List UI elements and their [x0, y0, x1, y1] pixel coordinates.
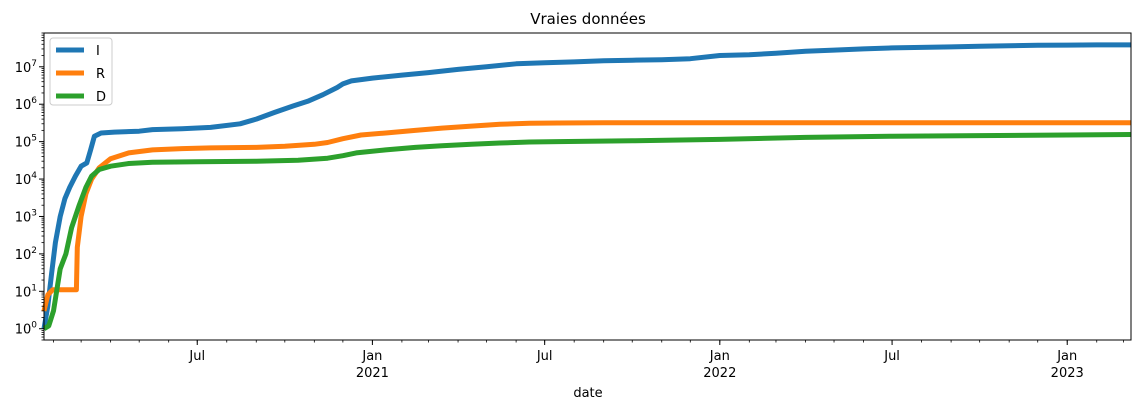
x-axis: Jul Jan 2021 Jul Jan 2022 Jul Jan 2023	[53, 340, 1124, 381]
x-tick-label: Jan	[361, 349, 382, 364]
y-tick-label: 105	[15, 134, 37, 151]
y-tick-label: 103	[15, 208, 37, 225]
x-tick-label: Jul	[883, 349, 900, 364]
legend: IRD	[49, 37, 113, 106]
y-tick-label-base: 10	[15, 285, 32, 300]
y-tick-label-exponent: 2	[31, 246, 37, 256]
legend-label-i: I	[96, 44, 100, 59]
series-line-d	[42, 132, 1132, 331]
x-tick-year-label: 2023	[1051, 366, 1084, 381]
y-tick-label-base: 10	[15, 173, 32, 188]
plot-lines	[41, 42, 1132, 331]
y-tick-label-base: 10	[15, 323, 32, 338]
y-tick-label-base: 10	[15, 248, 32, 263]
x-tick-year-label: 2022	[703, 366, 736, 381]
y-tick-label-exponent: 3	[31, 208, 37, 218]
x-axis-label: date	[573, 386, 602, 401]
plot-frame	[43, 32, 1132, 341]
y-tick-label-exponent: 1	[31, 283, 37, 293]
y-tick-label-exponent: 0	[31, 321, 37, 331]
y-tick-label-exponent: 6	[31, 96, 37, 106]
legend-label-d: D	[96, 90, 106, 105]
x-tick-label: Jul	[536, 349, 553, 364]
x-tick-label: Jul	[188, 349, 205, 364]
x-tick-label: Jan	[1056, 349, 1077, 364]
chart-title: Vraies données	[530, 10, 646, 28]
legend-label-r: R	[96, 67, 105, 82]
x-tick-label: Jan	[709, 349, 730, 364]
y-tick-label: 102	[15, 246, 37, 263]
y-tick-label-base: 10	[15, 98, 32, 113]
y-tick-label-base: 10	[15, 136, 32, 151]
y-tick-label-base: 10	[15, 210, 32, 225]
y-tick-label-exponent: 7	[31, 59, 37, 69]
series-line-i	[41, 42, 1131, 330]
series-line-r	[41, 120, 1131, 312]
y-tick-label: 104	[15, 171, 38, 188]
y-tick-label: 106	[15, 96, 38, 113]
y-tick-label: 107	[15, 59, 37, 76]
y-tick-label-exponent: 5	[31, 134, 37, 144]
y-tick-label-base: 10	[15, 61, 32, 76]
y-tick-label: 101	[15, 283, 37, 300]
x-tick-year-label: 2021	[356, 366, 389, 381]
y-tick-label-exponent: 4	[31, 171, 37, 181]
y-tick-label: 100	[15, 321, 38, 338]
